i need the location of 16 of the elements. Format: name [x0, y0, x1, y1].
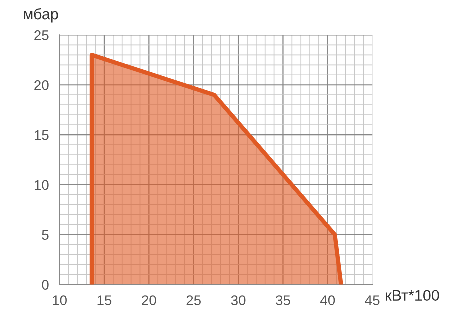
x-tick-label: 20 [142, 296, 156, 306]
x-tick-label: 10 [53, 296, 67, 306]
y-tick-label: 15 [34, 130, 49, 140]
y-tick-label: 20 [34, 80, 49, 90]
y-tick-label: 0 [42, 280, 49, 290]
x-tick-label: 30 [231, 296, 246, 306]
x-tick-label: 40 [320, 296, 336, 306]
y-tick-label: 10 [34, 180, 49, 190]
y-axis-title: мбар [24, 8, 58, 23]
x-tick-label: 35 [276, 296, 290, 306]
x-tick-label: 45 [365, 296, 380, 306]
x-axis-title: кВт*100 [386, 290, 440, 302]
y-tick-label: 5 [42, 230, 49, 240]
x-tick-label: 25 [186, 296, 201, 306]
x-tick-label: 15 [98, 296, 112, 306]
y-tick-label: 25 [34, 30, 49, 40]
